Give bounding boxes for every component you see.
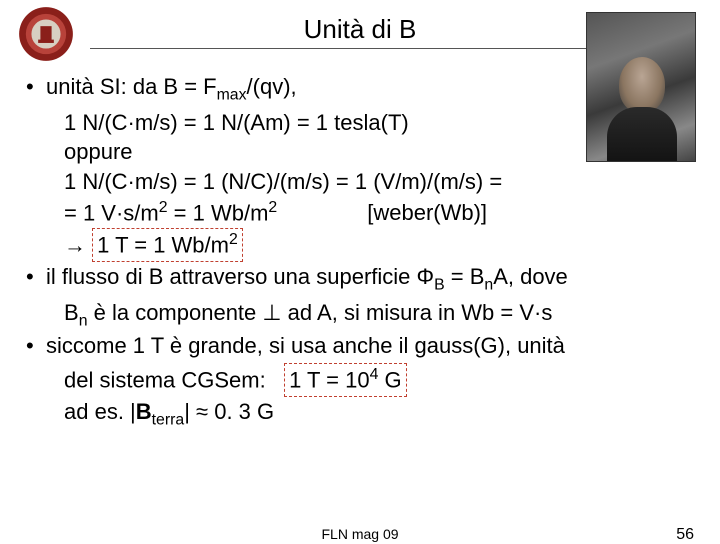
arrow: →	[64, 232, 92, 257]
superscript: 2	[159, 199, 168, 216]
text: del sistema CGSem:	[64, 367, 266, 392]
line: = 1 V·s/m2 = 1 Wb/m2[weber(Wb)]	[24, 197, 696, 228]
slide-body: unità SI: da B = Fmax/(qv), 1 N/(C·m/s) …	[24, 72, 696, 431]
weber-note: [weber(Wb)]	[367, 198, 487, 228]
line: ad es. |Bterra| ≈ 0. 3 G	[24, 397, 696, 431]
subscript: terra	[152, 411, 185, 428]
boxed-formula: 1 T = 1 Wb/m2	[92, 228, 243, 262]
text: siccome 1 T è grande, si usa anche il ga…	[46, 333, 565, 358]
text: 1 T = 10	[289, 367, 370, 392]
line: oppure	[24, 137, 696, 167]
text: G	[378, 367, 401, 392]
vector-b: B	[136, 399, 152, 424]
text: = B	[445, 264, 485, 289]
bullet-1: unità SI: da B = Fmax/(qv),	[24, 72, 696, 106]
line: → 1 T = 1 Wb/m2	[24, 228, 696, 262]
bullet-2: il flusso di B attraverso una superficie…	[24, 262, 696, 296]
text: = 1 V·s/m	[64, 200, 159, 225]
subscript: max	[217, 86, 247, 103]
text: B	[64, 300, 79, 325]
subscript: B	[434, 276, 445, 293]
subscript: n	[79, 312, 88, 329]
line: 1 N/(C·m/s) = 1 N/(Am) = 1 tesla(T)	[24, 108, 696, 138]
text: è la componente ⊥ ad A, si misura in Wb …	[88, 300, 553, 325]
text: /(qv),	[247, 74, 297, 99]
text: 1 T = 1 Wb/m	[97, 232, 229, 257]
bullet-3: siccome 1 T è grande, si usa anche il ga…	[24, 331, 696, 361]
text: ad es. |	[64, 399, 136, 424]
line: Bn è la componente ⊥ ad A, si misura in …	[24, 298, 696, 332]
line: del sistema CGSem: 1 T = 104 G	[24, 363, 696, 397]
superscript: 2	[268, 199, 277, 216]
text: = 1 Wb/m	[168, 200, 269, 225]
subscript: n	[484, 276, 493, 293]
boxed-formula: 1 T = 104 G	[284, 363, 407, 397]
text: | ≈ 0. 3 G	[184, 399, 274, 424]
superscript: 2	[229, 231, 238, 248]
page-number: 56	[676, 526, 694, 544]
text: A, dove	[493, 264, 568, 289]
line: 1 N/(C·m/s) = 1 (N/C)/(m/s) = 1 (V/m)/(m…	[24, 167, 696, 197]
text: il flusso di B attraverso una superficie…	[46, 264, 434, 289]
text: unità SI: da B = F	[46, 74, 217, 99]
